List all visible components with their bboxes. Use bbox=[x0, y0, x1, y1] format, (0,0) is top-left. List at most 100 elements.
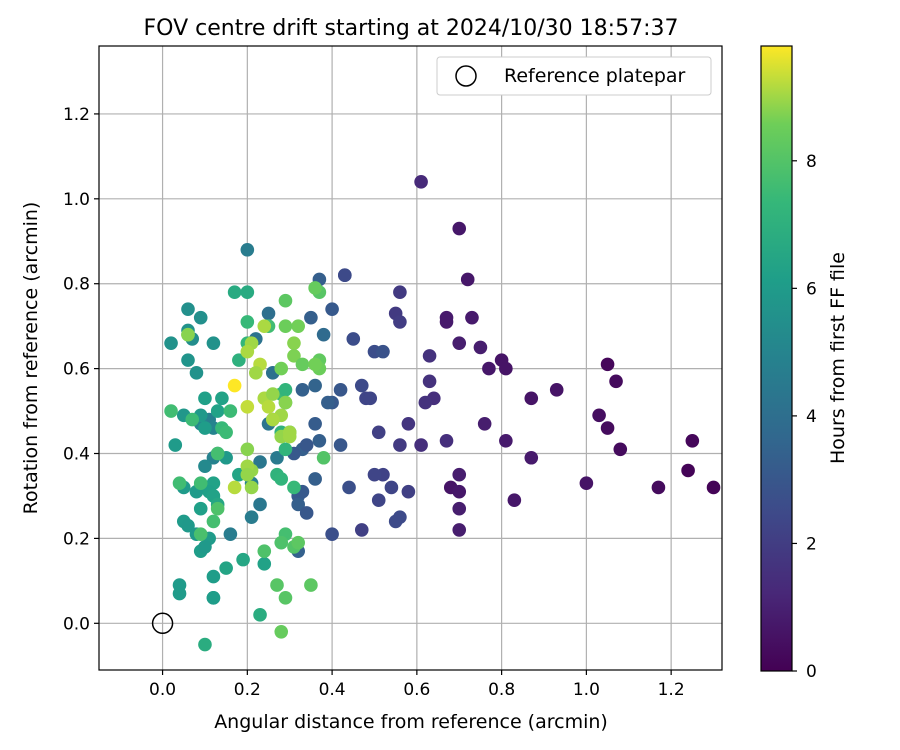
data-point bbox=[291, 319, 305, 333]
colorbar-tick-label: 6 bbox=[806, 279, 817, 299]
data-point bbox=[507, 493, 522, 508]
data-point bbox=[270, 450, 284, 465]
data-point bbox=[287, 349, 301, 363]
data-point bbox=[312, 433, 327, 448]
data-point bbox=[215, 391, 229, 406]
data-point bbox=[371, 425, 386, 440]
y-tick-label: 0.6 bbox=[63, 360, 90, 380]
data-point bbox=[354, 378, 369, 393]
data-point bbox=[240, 467, 255, 482]
data-point bbox=[304, 578, 318, 592]
data-point bbox=[579, 476, 594, 491]
data-point bbox=[240, 242, 255, 257]
data-point bbox=[388, 514, 403, 529]
data-point bbox=[499, 433, 513, 448]
data-point bbox=[452, 501, 467, 516]
data-point bbox=[193, 527, 208, 541]
colorbar: 0 2 4 6 8 Hours from first FF file bbox=[760, 45, 849, 682]
data-point bbox=[164, 336, 178, 350]
colorbar-gradient bbox=[761, 46, 792, 671]
data-point bbox=[308, 357, 322, 372]
data-point bbox=[308, 378, 322, 393]
data-point bbox=[316, 450, 331, 465]
data-point bbox=[206, 591, 221, 605]
data-point bbox=[261, 400, 276, 414]
data-point bbox=[401, 484, 416, 499]
data-point bbox=[198, 391, 212, 406]
data-point bbox=[393, 438, 407, 452]
data-point bbox=[316, 327, 331, 342]
data-point bbox=[227, 378, 242, 393]
data-point bbox=[189, 366, 204, 380]
data-point bbox=[363, 391, 378, 406]
x-tick-label: 1.2 bbox=[658, 680, 685, 700]
data-point bbox=[308, 472, 322, 486]
data-point bbox=[198, 540, 212, 554]
data-point bbox=[240, 285, 255, 300]
data-point bbox=[613, 442, 628, 457]
data-point bbox=[422, 349, 437, 363]
data-point bbox=[278, 395, 293, 410]
data-point bbox=[401, 416, 416, 431]
data-point bbox=[600, 357, 615, 372]
y-tick-label: 0.4 bbox=[63, 445, 90, 465]
data-point bbox=[524, 450, 539, 465]
legend-label: Reference platepar bbox=[504, 65, 686, 87]
y-axis-label: Rotation from reference (arcmin) bbox=[20, 202, 42, 515]
data-point bbox=[270, 578, 284, 592]
data-point bbox=[244, 480, 259, 495]
data-point bbox=[549, 383, 564, 397]
reference-platepar-point bbox=[151, 612, 174, 635]
data-point bbox=[193, 476, 208, 491]
data-point bbox=[609, 374, 623, 389]
data-point bbox=[460, 272, 475, 287]
data-point bbox=[253, 608, 267, 622]
data-point bbox=[685, 433, 700, 448]
data-point bbox=[232, 353, 246, 367]
data-point bbox=[600, 421, 615, 435]
data-point bbox=[181, 353, 195, 367]
data-point bbox=[172, 476, 187, 491]
x-tick-label: 0.4 bbox=[319, 680, 346, 700]
data-point bbox=[291, 535, 305, 550]
data-point bbox=[274, 361, 289, 376]
data-point bbox=[198, 459, 212, 474]
x-axis-label: Angular distance from reference (arcmin) bbox=[214, 711, 608, 733]
data-point bbox=[299, 506, 314, 520]
data-point bbox=[418, 395, 433, 410]
plot-frame bbox=[98, 45, 723, 671]
data-point bbox=[181, 518, 195, 533]
data-point bbox=[295, 357, 310, 372]
data-point bbox=[198, 421, 212, 435]
data-point bbox=[278, 383, 293, 397]
data-point bbox=[265, 412, 280, 427]
data-point bbox=[223, 404, 238, 418]
data-point bbox=[295, 383, 310, 397]
x-tick-label: 0.8 bbox=[488, 680, 515, 700]
data-point bbox=[198, 637, 212, 652]
data-point bbox=[274, 472, 289, 486]
legend-box bbox=[436, 56, 712, 96]
data-point bbox=[333, 438, 348, 452]
data-point bbox=[278, 442, 293, 457]
data-point bbox=[439, 310, 454, 325]
data-point bbox=[223, 527, 238, 541]
data-point bbox=[342, 480, 356, 495]
data-point bbox=[299, 438, 314, 452]
data-point bbox=[333, 383, 348, 397]
data-point bbox=[452, 484, 467, 499]
data-point bbox=[253, 497, 267, 512]
legend: Reference platepar bbox=[436, 56, 712, 96]
data-point bbox=[257, 544, 272, 558]
data-point bbox=[422, 374, 437, 389]
colorbar-frame bbox=[760, 45, 793, 672]
data-point bbox=[278, 293, 293, 308]
data-point bbox=[278, 319, 293, 333]
data-point bbox=[278, 591, 293, 605]
data-point bbox=[291, 497, 305, 512]
data-point bbox=[164, 404, 178, 418]
data-point bbox=[452, 221, 467, 236]
data-point bbox=[236, 552, 250, 567]
data-point bbox=[325, 302, 339, 316]
